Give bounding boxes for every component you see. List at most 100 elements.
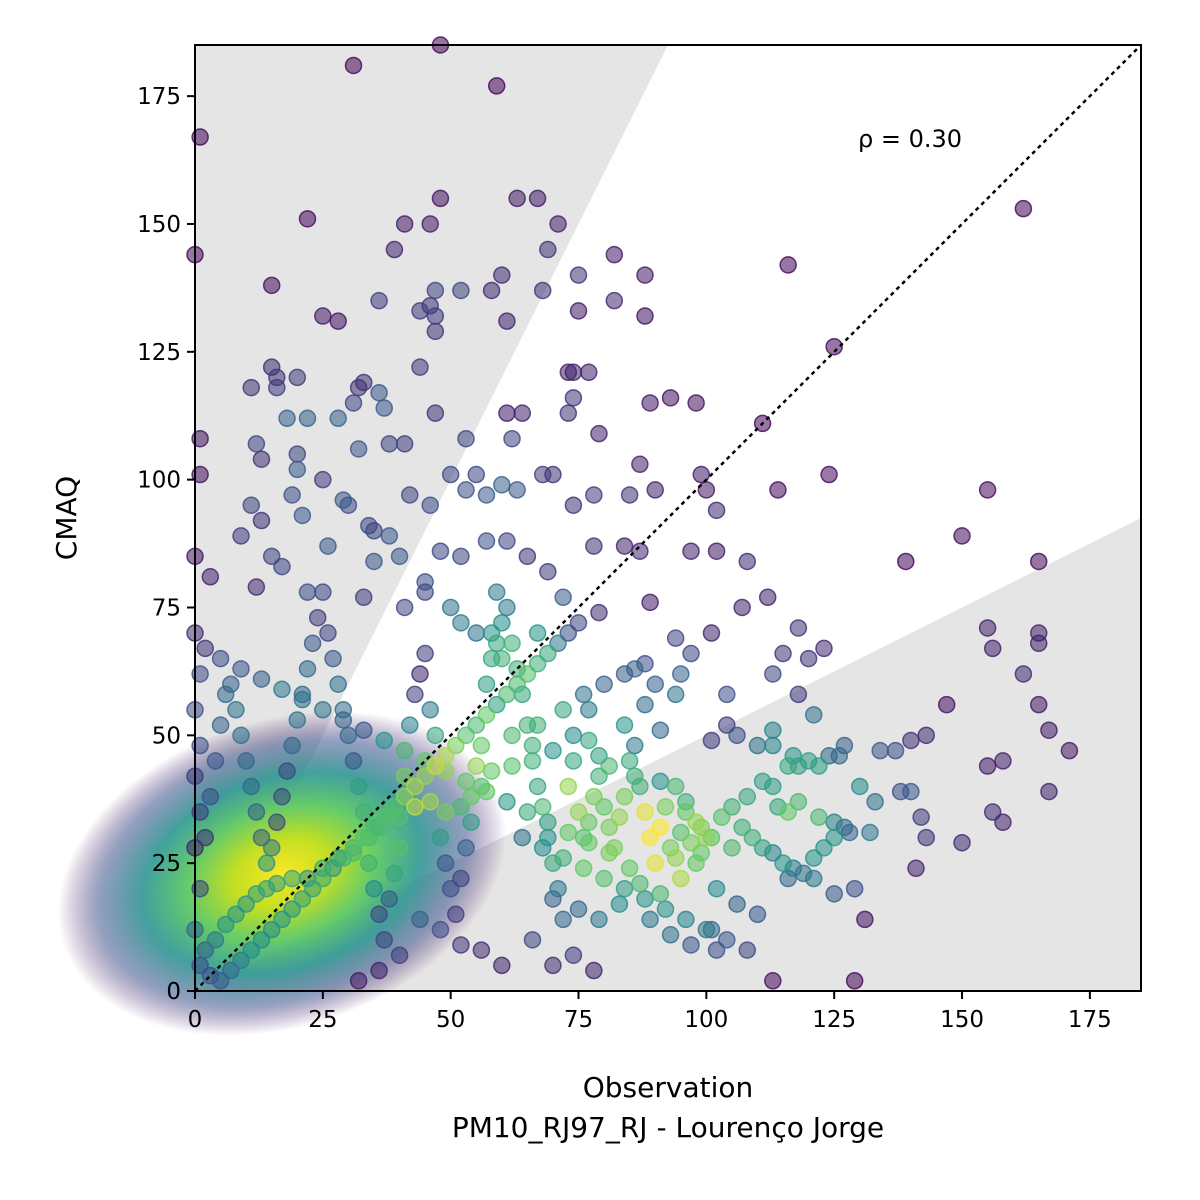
data-point bbox=[687, 813, 705, 832]
data-point bbox=[206, 752, 225, 770]
data-point bbox=[590, 747, 608, 765]
data-point bbox=[237, 752, 255, 770]
data-point bbox=[406, 685, 424, 704]
data-point bbox=[334, 701, 353, 719]
data-point bbox=[257, 854, 276, 872]
data-point bbox=[503, 757, 521, 775]
data-point bbox=[912, 808, 930, 826]
data-point bbox=[825, 885, 843, 903]
data-point bbox=[697, 920, 716, 939]
x-tick-label: 75 bbox=[564, 1007, 593, 1033]
data-point bbox=[917, 726, 935, 745]
data-point bbox=[385, 864, 404, 883]
data-point bbox=[564, 496, 583, 514]
data-point bbox=[815, 839, 833, 857]
data-point bbox=[615, 787, 634, 806]
data-point bbox=[600, 757, 618, 775]
data-point bbox=[288, 445, 307, 463]
data-point bbox=[252, 450, 271, 468]
data-point bbox=[738, 552, 757, 571]
data-point bbox=[636, 307, 654, 325]
x-tick-label: 0 bbox=[188, 1007, 203, 1033]
data-point bbox=[738, 941, 757, 959]
data-point bbox=[518, 716, 537, 734]
data-point bbox=[738, 787, 757, 806]
data-point bbox=[293, 506, 312, 525]
data-point bbox=[477, 675, 496, 693]
data-point bbox=[549, 215, 567, 233]
data-point bbox=[615, 879, 634, 898]
data-point bbox=[314, 470, 332, 489]
data-point bbox=[764, 736, 782, 755]
data-point bbox=[518, 665, 537, 683]
data-point bbox=[487, 634, 506, 653]
data-point bbox=[273, 557, 291, 576]
data-point bbox=[953, 527, 971, 545]
data-point bbox=[825, 337, 843, 356]
data-point bbox=[498, 598, 516, 617]
data-point bbox=[426, 307, 445, 325]
data-point bbox=[672, 823, 690, 842]
data-point bbox=[421, 793, 439, 811]
data-point bbox=[748, 905, 767, 924]
data-point bbox=[354, 803, 373, 821]
data-point bbox=[513, 828, 532, 847]
data-point bbox=[605, 245, 624, 264]
data-point bbox=[329, 312, 347, 330]
data-point bbox=[252, 670, 271, 688]
data-point bbox=[314, 869, 332, 888]
data-point bbox=[493, 649, 511, 668]
data-point bbox=[764, 721, 782, 739]
data-point bbox=[697, 481, 716, 499]
data-point bbox=[482, 762, 501, 780]
data-point bbox=[349, 972, 368, 990]
data-point bbox=[978, 619, 997, 637]
data-point bbox=[758, 588, 777, 607]
data-point bbox=[707, 501, 726, 520]
data-point bbox=[431, 920, 450, 939]
data-point bbox=[544, 956, 562, 975]
data-point bbox=[431, 828, 450, 847]
data-point bbox=[779, 757, 797, 775]
plot-frame bbox=[194, 44, 1142, 992]
data-point bbox=[395, 741, 414, 760]
data-point bbox=[401, 486, 419, 504]
data-point bbox=[493, 956, 511, 975]
data-point bbox=[579, 731, 598, 750]
data-point bbox=[487, 77, 506, 95]
data-point bbox=[426, 757, 445, 775]
data-point bbox=[723, 798, 741, 816]
data-point bbox=[211, 972, 230, 990]
data-point bbox=[395, 435, 414, 453]
data-point bbox=[365, 552, 383, 571]
data-point bbox=[983, 803, 1002, 821]
data-point bbox=[620, 486, 639, 504]
data-point bbox=[753, 839, 772, 857]
data-point bbox=[211, 716, 230, 734]
data-point bbox=[789, 793, 808, 811]
y-tick-label: 50 bbox=[152, 723, 181, 749]
data-point bbox=[278, 762, 296, 780]
data-point bbox=[273, 910, 291, 929]
data-point bbox=[646, 854, 664, 872]
data-point bbox=[314, 307, 332, 325]
data-point bbox=[370, 961, 388, 980]
data-point bbox=[789, 619, 808, 637]
data-point bbox=[1014, 199, 1033, 218]
data-point bbox=[354, 588, 373, 607]
data-point bbox=[825, 828, 843, 847]
data-point bbox=[764, 777, 782, 796]
data-point bbox=[641, 910, 659, 929]
data-point bbox=[467, 624, 485, 642]
data-point bbox=[498, 532, 516, 550]
data-point bbox=[247, 435, 266, 453]
data-point bbox=[385, 798, 404, 816]
data-point bbox=[360, 854, 378, 872]
data-point bbox=[937, 695, 956, 714]
data-point bbox=[441, 879, 460, 898]
data-point bbox=[528, 777, 547, 796]
data-point bbox=[554, 701, 572, 719]
data-point bbox=[395, 767, 414, 785]
data-point bbox=[682, 936, 700, 954]
